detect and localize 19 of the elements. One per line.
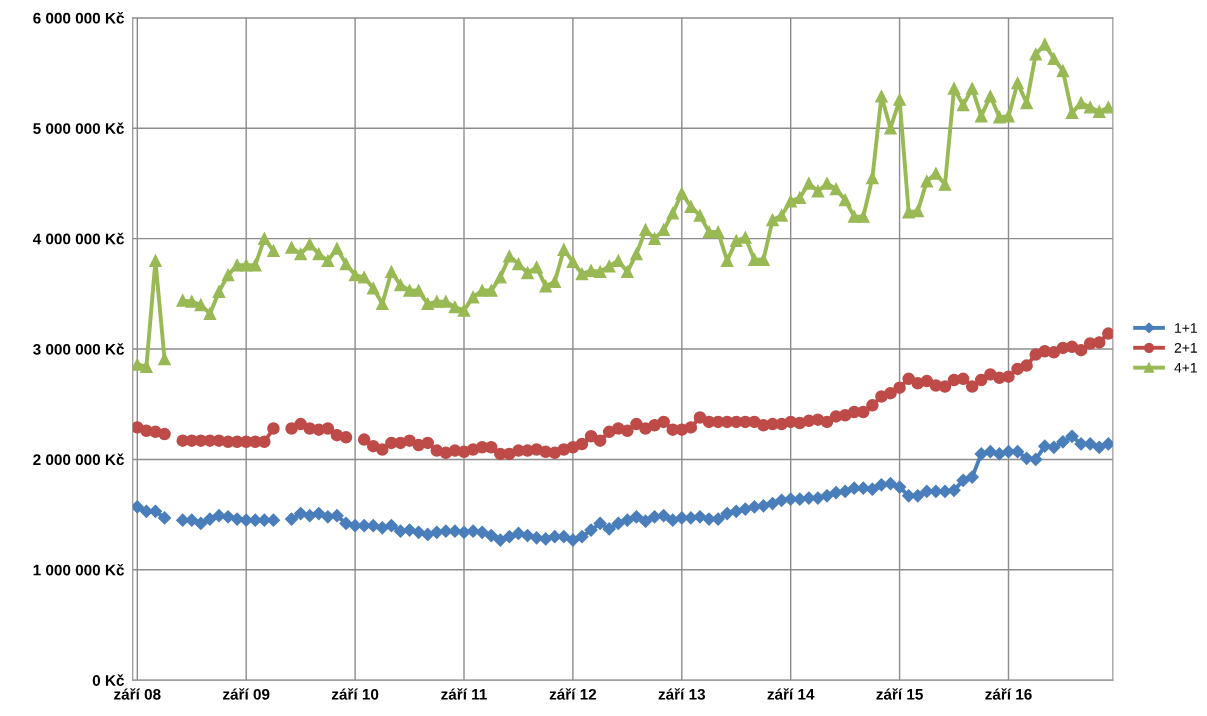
- y-tick-label: 0 Kč: [92, 674, 124, 686]
- x-tick-label: září 09: [223, 688, 270, 700]
- x-tick-label: září 15: [876, 688, 923, 700]
- x-tick-label: září 13: [658, 688, 706, 700]
- x-tick-label: září 14: [767, 688, 815, 700]
- x-tick-label: září 12: [549, 688, 597, 700]
- y-tick-label: 2 000 000 Kč: [33, 453, 124, 466]
- y-tick-label: 6 000 000 Kč: [33, 12, 124, 24]
- y-tick-label: 1 000 000 Kč: [33, 563, 124, 576]
- x-tick-label: září 08: [114, 688, 161, 700]
- y-tick-label: 3 000 000 Kč: [33, 343, 124, 355]
- x-tick-label: září 10: [331, 688, 379, 700]
- legend-label: 1+1: [1175, 323, 1197, 333]
- y-tick-label: 5 000 000 Kč: [33, 122, 124, 134]
- x-tick-label: září 11: [441, 688, 487, 700]
- legend-label: 4+1: [1174, 362, 1197, 373]
- legend-label: 2+1: [1174, 342, 1197, 353]
- x-tick-label: září 16: [985, 688, 1032, 700]
- y-tick-label: 4 000 000 Kč: [32, 232, 124, 245]
